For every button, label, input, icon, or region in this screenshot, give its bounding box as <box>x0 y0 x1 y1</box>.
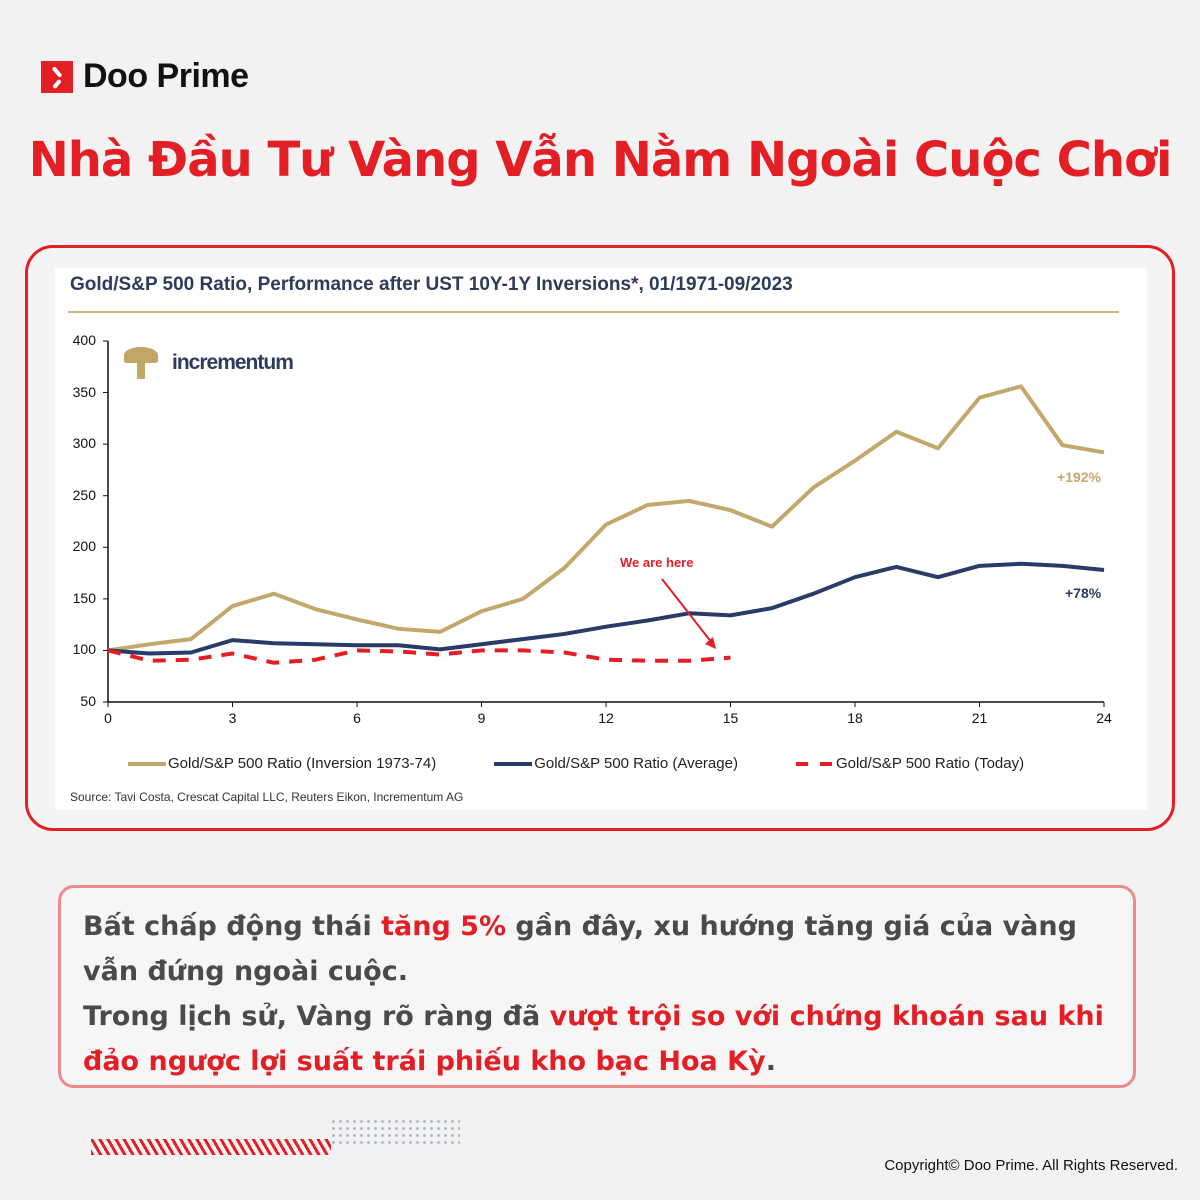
x-tick-label: 0 <box>104 710 112 726</box>
x-tick-label: 15 <box>722 710 739 726</box>
legend-swatch <box>795 761 834 766</box>
chart-legend: Gold/S&P 500 Ratio (Inversion 1973-74) G… <box>128 755 1024 772</box>
x-tick-label: 6 <box>353 710 361 726</box>
y-tick-label: 100 <box>72 641 96 658</box>
legend-item-inversion: Gold/S&P 500 Ratio (Inversion 1973-74) <box>128 755 436 772</box>
watermark-text: incrementum <box>172 351 294 374</box>
series-line-inversion-1973-74 <box>107 384 1105 653</box>
logo-text: Doo Prime <box>83 57 249 95</box>
chart-title: Gold/S&P 500 Ratio, Performance after US… <box>70 274 793 295</box>
summary-textbox: Bất chấp động thái tăng 5% gần đây, xu h… <box>58 885 1136 1088</box>
x-tick-label: 3 <box>228 710 237 726</box>
decorative-stripes <box>91 1139 331 1155</box>
legend-item-average: Gold/S&P 500 Ratio (Average) <box>494 755 738 772</box>
body-text: . <box>765 1046 776 1077</box>
we-are-here-annotation: We are here <box>620 555 694 570</box>
chart-source: Source: Tavi Costa, Crescat Capital LLC,… <box>70 790 464 804</box>
summary-paragraph-2: Trong lịch sử, Vàng rõ ràng đã vượt trội… <box>83 994 1111 1084</box>
y-tick-label: 50 <box>80 693 96 709</box>
legend-swatch <box>494 761 533 766</box>
gold-end-label: +192% <box>1057 469 1101 485</box>
x-tick-label: 21 <box>971 710 988 726</box>
y-tick-label: 150 <box>72 589 96 606</box>
series-line-average <box>107 561 1105 656</box>
arrow-head-icon <box>705 637 716 649</box>
legend-item-today: Gold/S&P 500 Ratio (Today) <box>795 755 1025 772</box>
legend-label: Gold/S&P 500 Ratio (Average) <box>534 755 738 772</box>
highlighted-text: tăng 5% <box>381 911 507 942</box>
y-tick-label: 300 <box>72 435 96 452</box>
series-line-today <box>107 648 731 665</box>
doo-prime-logo: Doo Prime <box>41 57 249 96</box>
decorative-dots <box>330 1118 460 1148</box>
y-tick-label: 250 <box>72 486 96 503</box>
average-end-label: +78% <box>1065 585 1102 601</box>
annotation-arrow <box>661 578 713 644</box>
summary-paragraph-1: Bất chấp động thái tăng 5% gần đây, xu h… <box>83 904 1111 994</box>
incrementum-watermark: incrementum <box>124 347 294 379</box>
x-tick-label: 12 <box>598 710 614 726</box>
x-tick-label: 9 <box>477 710 486 726</box>
legend-label: Gold/S&P 500 Ratio (Inversion 1973-74) <box>168 755 437 772</box>
doo-prime-logo-icon <box>41 60 73 93</box>
y-tick-label: 400 <box>72 332 96 348</box>
body-text: gần đây, xu hướng tăng giá của vàng vẫn … <box>83 911 1077 987</box>
title-divider <box>68 311 1119 313</box>
legend-swatch <box>128 761 166 766</box>
y-tick-label: 350 <box>72 383 96 400</box>
y-tick-label: 200 <box>72 538 96 555</box>
legend-label: Gold/S&P 500 Ratio (Today) <box>835 755 1025 772</box>
x-tick-label: 24 <box>1096 710 1112 726</box>
copyright: Copyright© Doo Prime. All Rights Reserve… <box>884 1157 1178 1174</box>
highlighted-text: vượt trội so với chứng khoán sau khi đảo… <box>83 1001 1104 1077</box>
page-title: Nhà Đầu Tư Vàng Vẫn Nằm Ngoài Cuộc Chơi <box>28 132 1173 188</box>
body-text: Bất chấp động thái <box>83 911 382 942</box>
tree-logo-icon <box>124 347 158 379</box>
chart-background <box>55 268 1147 810</box>
body-text: Trong lịch sử, Vàng rõ ràng đã <box>83 1001 550 1032</box>
x-tick-label: 18 <box>847 710 863 726</box>
